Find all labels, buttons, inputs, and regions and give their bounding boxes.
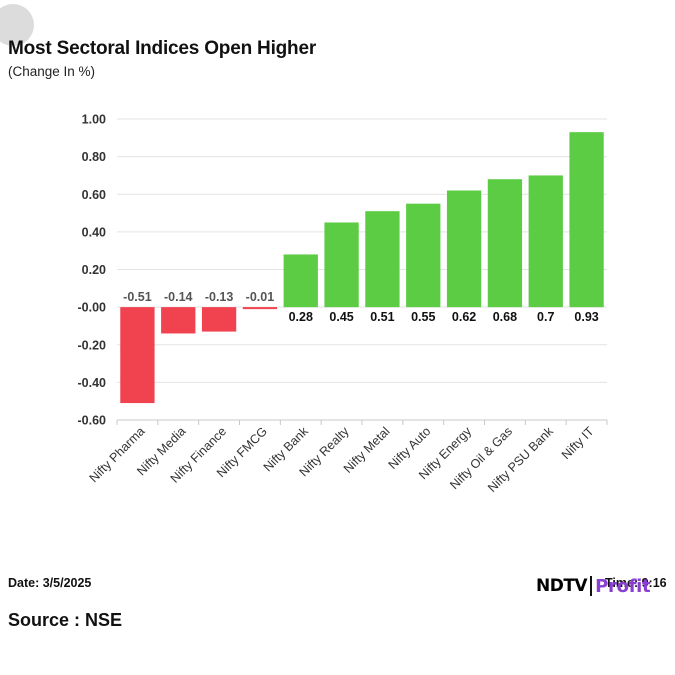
data-label: -0.13 xyxy=(205,290,234,304)
data-label: 0.62 xyxy=(452,310,476,324)
footer-source: Source : NSE xyxy=(8,610,123,630)
data-label: -0.51 xyxy=(123,290,152,304)
bar-chart: 1.00 0.80 0.60 0.40 0.20 -0.00 -0.20 -0.40 -0.60… xyxy=(78,113,608,495)
data-label: -0.14 xyxy=(164,290,193,304)
bar xyxy=(324,222,359,308)
data-label: -0.01 xyxy=(246,290,275,304)
brand-name: NDTV xyxy=(536,576,588,596)
y-tick-label: 0.40 xyxy=(82,225,106,239)
y-tick-label: 0.80 xyxy=(82,150,106,164)
corner-decoration xyxy=(0,4,34,46)
brand-separator xyxy=(590,576,593,596)
chart-title: Most Sectoral Indices Open Higher xyxy=(8,38,317,59)
data-label: 0.55 xyxy=(411,310,435,324)
bar xyxy=(487,179,523,308)
brand-sub: Profit xyxy=(595,575,651,597)
data-label: 0.68 xyxy=(493,310,517,324)
y-tick-label: 0.20 xyxy=(82,263,106,277)
bar xyxy=(406,203,441,308)
data-label: 0.93 xyxy=(574,310,598,324)
x-tick-label: Nifty IT xyxy=(559,424,597,462)
bar xyxy=(569,132,604,308)
bar xyxy=(528,175,563,308)
data-label: 0.51 xyxy=(370,310,394,324)
y-tick-label: 0.60 xyxy=(82,188,106,202)
footer-time: Time: 9:16 xyxy=(605,576,667,590)
chart-subtitle: (Change In %) xyxy=(8,64,96,79)
y-tick-label: -0.40 xyxy=(78,376,107,390)
bar xyxy=(201,307,237,332)
y-tick-label: -0.00 xyxy=(78,301,107,315)
y-tick-label: -0.20 xyxy=(78,338,107,352)
data-label: 0.28 xyxy=(289,310,313,324)
data-label: 0.7 xyxy=(537,310,554,324)
footer-date: Date: 3/5/2025 xyxy=(8,576,92,590)
bar xyxy=(161,307,196,334)
bar xyxy=(283,254,318,308)
bar xyxy=(365,211,400,308)
bar xyxy=(120,307,155,404)
y-tick-label: -0.60 xyxy=(78,414,107,428)
bar xyxy=(242,307,278,310)
brand-logo: NDTV Profit xyxy=(536,574,651,598)
data-label: 0.45 xyxy=(329,310,353,324)
y-tick-label: 1.00 xyxy=(82,113,106,127)
bar xyxy=(446,190,482,308)
x-tick-label: Nifty Pharma xyxy=(87,424,148,485)
